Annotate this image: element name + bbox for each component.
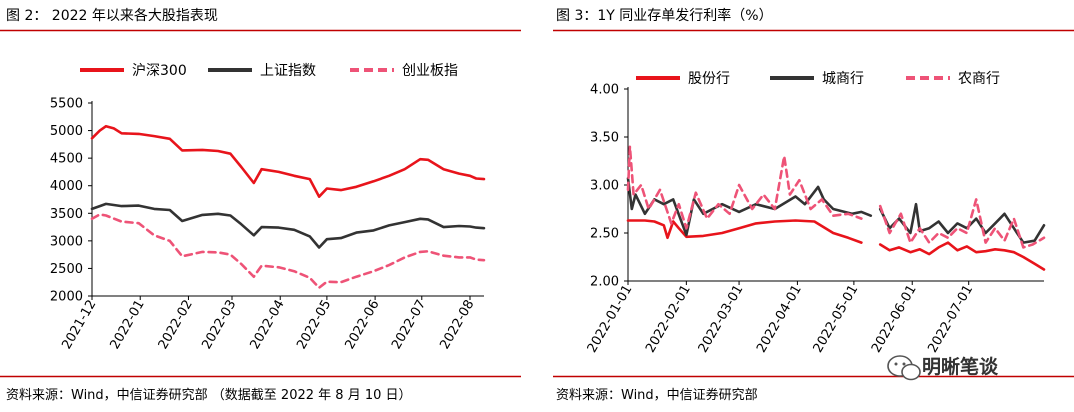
left-x-tick-label: 2022-06	[342, 298, 382, 353]
right-y-tick-label: 2.50	[590, 227, 619, 242]
left-series-line-1	[90, 202, 486, 249]
wechat-icon	[887, 355, 921, 381]
left-series-line-2	[90, 213, 486, 289]
left-legend-label-1: 上证指数	[260, 63, 316, 79]
left-y-tick-label: 3500	[50, 207, 83, 222]
right-x-tick-label: 2022-01-01	[585, 283, 636, 356]
left-chart-panel: 图 2： 2022 年以来各大股指表现 沪深300 上证指数 创业板指 2000 25…	[0, 8, 521, 403]
watermark: 明晰笔谈	[887, 355, 999, 381]
right-x-tick-label: 2022-03-01	[696, 283, 747, 356]
right-x-tick-label: 2022-04-01	[754, 283, 805, 356]
left-y-tick-label: 5500	[50, 97, 83, 112]
left-x-tick-label: 2022-05	[294, 298, 334, 353]
left-y-tick-label: 5000	[50, 124, 83, 139]
left-x-tick-label: 2022-08	[437, 298, 477, 353]
right-plot-area	[626, 145, 1046, 271]
right-chart-title: 图 3：1Y 同业存单发行利率（%）	[556, 7, 773, 24]
right-series-line-0	[626, 219, 863, 244]
left-x-tick-label: 2022-07	[389, 298, 429, 353]
right-y-tick-label: 3.50	[590, 131, 619, 146]
watermark-text: 明晰笔谈	[922, 355, 999, 378]
right-x-tick-label: 2022-07-01	[925, 282, 976, 355]
left-source-note: 资料来源：Wind，中信证券研究部 （数据截至 2022 年 8 月 10 日）	[6, 387, 412, 403]
left-y-tick-label: 2000	[50, 290, 83, 305]
right-y-tick-label: 3.00	[590, 179, 619, 194]
right-series-line-0	[878, 241, 1046, 271]
left-x-tick-label: 2022-01	[108, 298, 148, 353]
right-series-line-2	[626, 145, 863, 230]
left-x-tick-label: 2021-12	[59, 298, 99, 353]
right-legend-label-0: 股份行	[688, 71, 730, 87]
right-x-tick-label: 2022-05-01	[811, 283, 862, 356]
right-series-line-1	[878, 202, 1046, 244]
left-legend: 沪深300 上证指数 创业板指	[80, 63, 458, 79]
right-y-tick-label: 2.00	[590, 275, 619, 290]
right-legend-label-2: 农商行	[958, 71, 1000, 87]
right-legend: 股份行 城商行 农商行	[636, 71, 1000, 87]
right-x-tick-label: 2022-02-01	[643, 283, 694, 356]
left-y-tick-label: 4000	[50, 179, 83, 194]
left-x-tick-label: 2022-02	[156, 298, 196, 353]
left-x-tick-label: 2022-04	[248, 298, 288, 353]
right-chart-panel: 图 3：1Y 同业存单发行利率（%） 股份行 城商行 农商行 2.00 2.50 3.0…	[553, 7, 1074, 403]
left-y-tick-label: 3000	[50, 234, 83, 249]
left-y-tick-label: 2500	[50, 262, 83, 277]
right-y-tick-label: 4.00	[590, 83, 619, 98]
left-chart-title: 图 2： 2022 年以来各大股指表现	[6, 8, 218, 24]
right-x-tick-label: 2022-06-01	[869, 283, 920, 356]
left-series-line-0	[90, 124, 486, 198]
left-y-tick-label: 4500	[50, 152, 83, 167]
left-legend-label-2: 创业板指	[402, 63, 458, 79]
left-legend-label-0: 沪深300	[132, 63, 187, 79]
left-x-tick-label: 2022-03	[199, 298, 239, 353]
right-series-line-2	[878, 198, 1046, 249]
right-legend-label-1: 城商行	[822, 71, 864, 87]
right-source-note: 资料来源：Wind，中信证券研究部	[556, 387, 758, 403]
left-plot-area	[90, 124, 486, 289]
